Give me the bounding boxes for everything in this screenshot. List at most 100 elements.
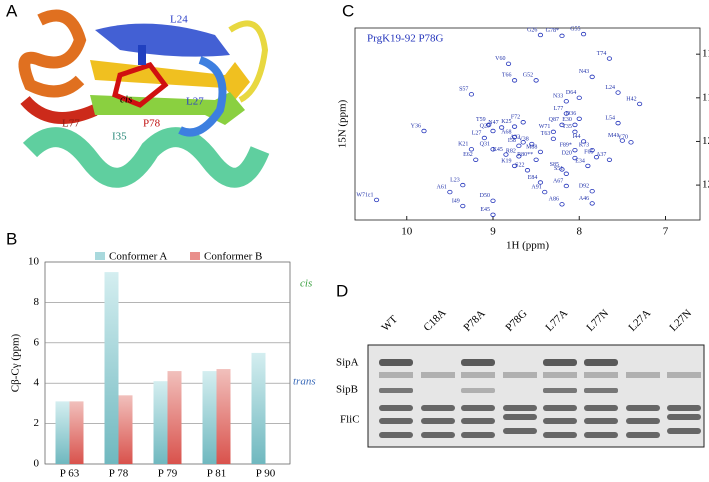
peak — [580, 139, 587, 144]
band — [584, 388, 618, 393]
peak-label: T63 — [541, 131, 551, 137]
peak-label: M41 — [608, 133, 619, 139]
peak-label: S51 — [554, 166, 563, 172]
band — [543, 372, 577, 378]
peak — [490, 212, 496, 217]
y-tick-label: 8 — [34, 296, 40, 308]
lane-label: C18A — [421, 307, 448, 334]
annotation: cis — [300, 278, 312, 290]
band — [421, 432, 455, 438]
peak — [499, 125, 505, 130]
peak-label: I58 — [508, 138, 516, 144]
y-tick-label: 125 — [702, 179, 709, 191]
peak-label: A67 — [553, 178, 563, 184]
peak — [511, 78, 518, 83]
peak — [619, 138, 625, 143]
peak — [511, 163, 518, 169]
peak — [563, 99, 569, 104]
lane-label: P78G — [503, 308, 529, 334]
peak-label: R82 — [506, 149, 516, 155]
peak-label: S57 — [459, 87, 468, 93]
band — [379, 432, 413, 438]
peak-label: Q29 — [480, 123, 490, 129]
peak-label: Y36 — [411, 123, 421, 129]
lane-label: L77A — [543, 307, 570, 334]
band — [503, 405, 537, 411]
peak-label: R80** — [517, 152, 533, 158]
peak — [460, 203, 466, 209]
bar — [153, 381, 168, 464]
plot-frame — [354, 27, 701, 221]
band — [543, 405, 577, 411]
bar — [216, 369, 231, 464]
band — [584, 418, 618, 424]
residue-label: L77 — [62, 118, 80, 130]
peak — [503, 152, 509, 157]
residue-label: P78 — [143, 118, 161, 130]
peak — [550, 136, 556, 142]
bar — [167, 371, 182, 464]
peak-label: A37 — [596, 152, 606, 158]
peak — [516, 154, 522, 159]
peak-label: L77 — [554, 106, 564, 112]
peak — [542, 189, 548, 195]
peak-label: W71ε1 — [356, 192, 373, 198]
x-tick-label: P 79 — [158, 468, 178, 480]
peak-label: G55 — [570, 26, 580, 32]
peak-label: S85 — [550, 162, 559, 168]
peak-label: A61 — [437, 184, 447, 190]
legend-label: PrgK19-92 P78G — [367, 33, 444, 45]
peak — [516, 143, 522, 149]
peak — [550, 129, 556, 135]
peak — [615, 120, 621, 126]
peak-label: I44 — [573, 134, 581, 140]
panel-letter: B — [6, 229, 17, 248]
band — [667, 414, 701, 420]
bar — [251, 352, 266, 464]
peak — [559, 202, 565, 207]
bar — [118, 395, 133, 464]
peak-label: N43 — [579, 69, 589, 75]
band — [461, 372, 495, 378]
legend-swatch — [190, 252, 200, 260]
peak — [606, 56, 613, 61]
peak — [580, 31, 587, 37]
band — [461, 432, 495, 438]
peak-label: A91 — [531, 184, 541, 190]
band — [421, 372, 455, 378]
peak-label: T66 — [502, 73, 512, 79]
peak-label: G52 — [523, 73, 533, 79]
peak — [490, 198, 496, 203]
peak-label: D64 — [566, 90, 576, 96]
y-tick-label: 6 — [34, 336, 40, 348]
bar — [202, 371, 217, 464]
peak-label: V38 — [518, 136, 528, 142]
annotation: trans — [293, 376, 316, 388]
y-axis-label: 15N (ppm) — [337, 99, 349, 148]
band-label: SipA — [336, 357, 359, 369]
peak — [585, 163, 591, 169]
y-tick-label: 10 — [28, 256, 40, 268]
peak — [572, 122, 578, 128]
peak-label: E45 — [480, 207, 490, 213]
peak — [520, 120, 526, 125]
peak-label: F89* — [560, 143, 572, 149]
peak — [511, 124, 518, 129]
band — [543, 418, 577, 424]
band — [584, 359, 618, 366]
legend-label: Conformer B — [204, 251, 262, 263]
band — [626, 418, 660, 424]
band — [461, 388, 495, 393]
x-axis-label: 1H (ppm) — [506, 240, 549, 252]
band — [379, 418, 413, 424]
peak-label: A32 — [510, 135, 520, 141]
peak-label: D92 — [579, 184, 589, 190]
residue-label: L24 — [170, 14, 188, 26]
band — [584, 405, 618, 411]
band-label: FliC — [340, 414, 360, 426]
residue-label: I35 — [112, 131, 127, 143]
band — [461, 418, 495, 424]
peak-label: N33 — [553, 94, 563, 100]
peak — [537, 180, 544, 185]
